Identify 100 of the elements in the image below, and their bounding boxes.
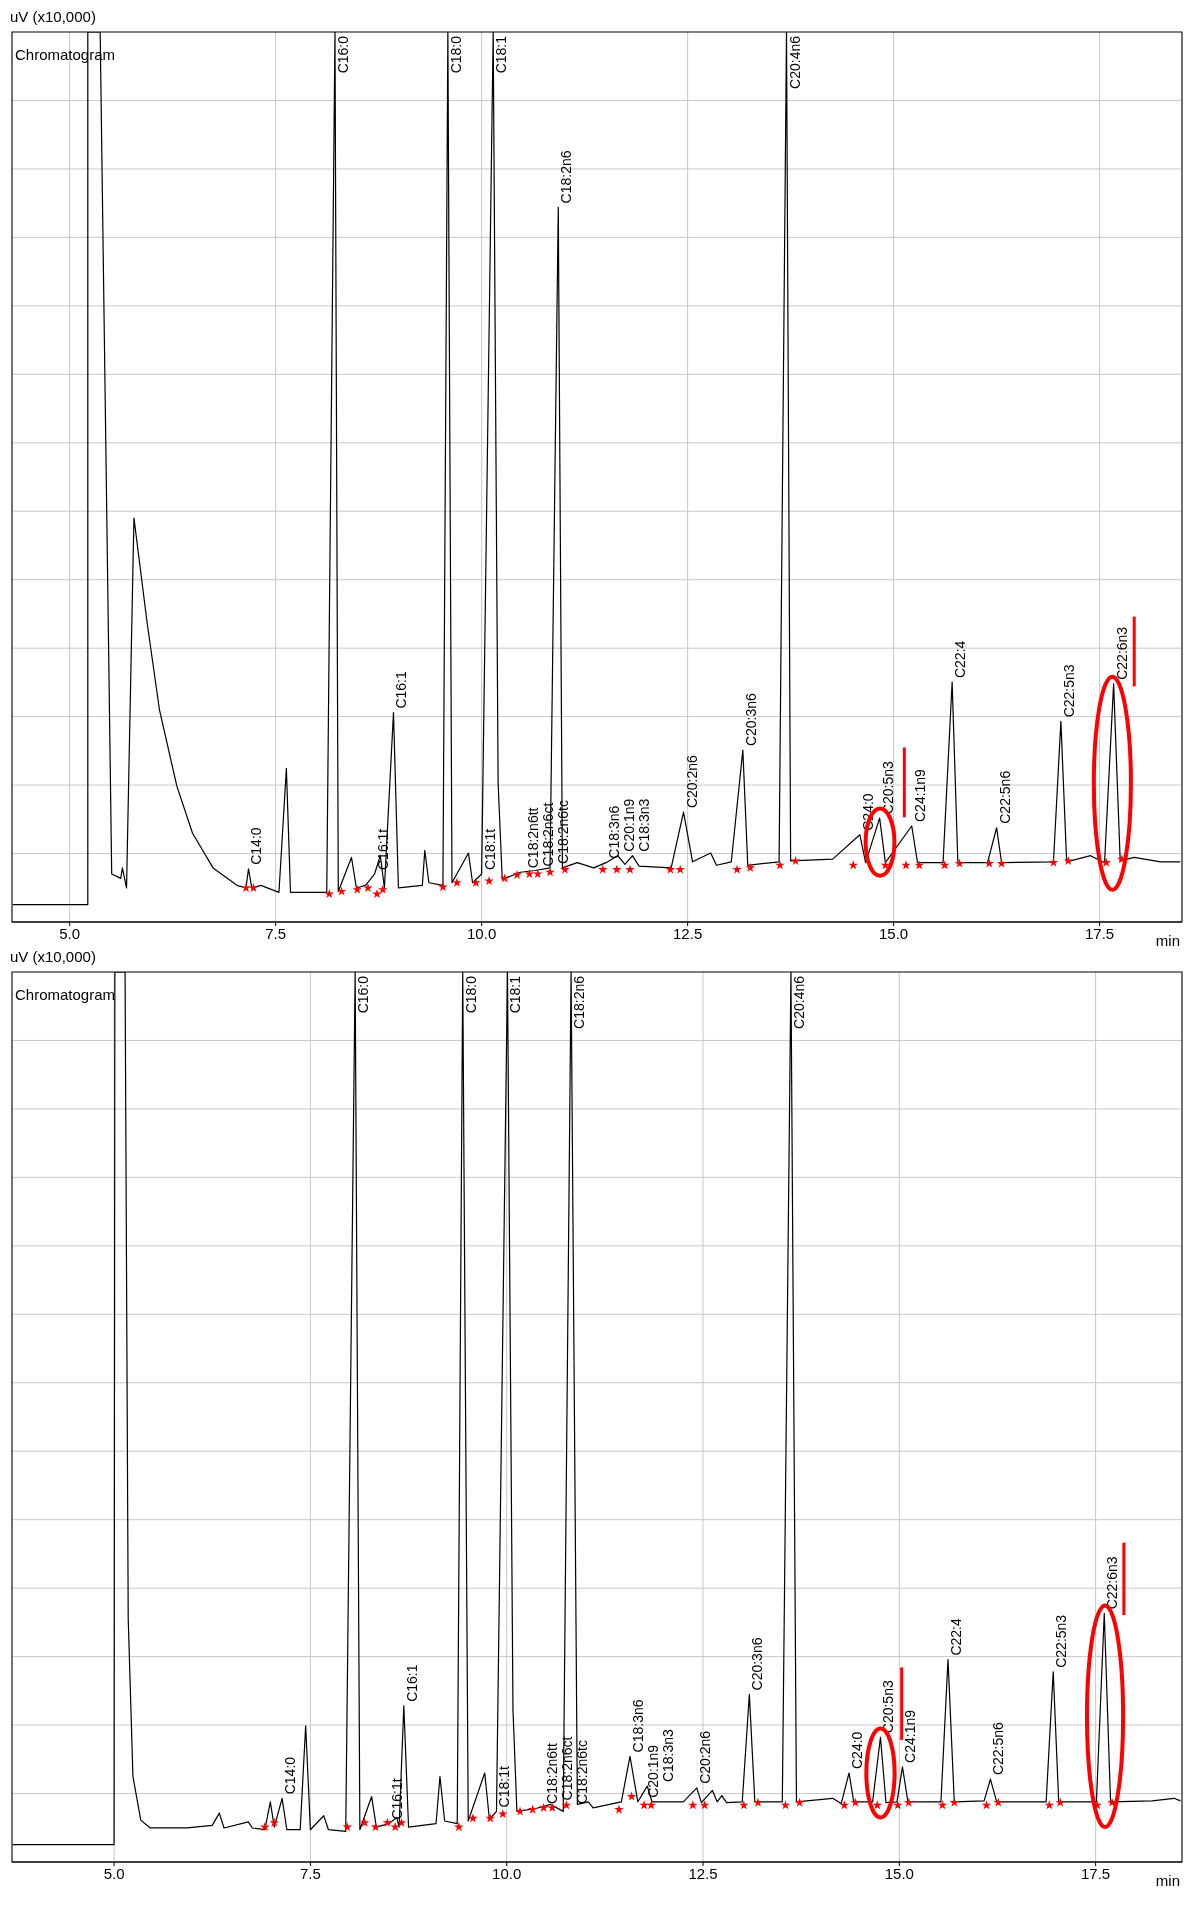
annotation: C18:2n6tc [573,1740,590,1804]
annotation: C20:2n6 [696,1730,713,1784]
annotation: C18:2n6ct [540,802,557,867]
point [336,886,347,896]
annotation: C22:4 [948,1618,964,1656]
annotation: C18:2n6tt [525,807,542,869]
point [984,858,994,868]
point [359,1817,370,1827]
annotation: C18:2n6tc [555,800,572,864]
x-tick-label: 10.0 [467,924,497,942]
point [993,1797,1004,1807]
point [949,1797,960,1807]
x-tick-label: 15.0 [879,924,909,942]
annotation: Chromatogram [15,986,116,1003]
point [981,1800,992,1810]
annotation: C16:1 [403,1664,420,1702]
annotation: C20:4n6 [786,35,803,89]
annotation: C18:2n6tt [543,1743,560,1804]
point [665,864,676,874]
annotation: C22:5n6 [990,1721,1007,1776]
x-axis-title: min [1155,932,1180,949]
x-tick-label: 12.5 [673,924,703,942]
point [739,1800,749,1810]
annotation: C20:3n6 [749,1637,766,1691]
x-tick-label: 5.0 [103,1864,125,1882]
annotation: C14:0 [248,827,265,865]
point [753,1797,763,1807]
annotation: C16:1 [393,671,410,709]
annotation: C20:2n6 [683,754,700,809]
annotation: C22:5n6 [996,770,1013,824]
annotation: C22:5n3 [1053,1614,1070,1668]
annotation: C18:2n6ct [558,1736,575,1801]
annotation: C18:2n6 [571,975,588,1029]
point [468,1813,478,1823]
point [1055,1797,1066,1807]
x-tick-label: 7.5 [265,924,287,942]
annotation: C18:2n6 [558,150,575,204]
annotation: C16:1t [388,1778,405,1820]
x-tick-label: 15.0 [884,1864,914,1882]
point [452,877,462,887]
point [625,864,635,874]
annotation: C16:0 [334,35,351,74]
point [363,882,373,893]
annotation: C18:3n6 [606,805,623,859]
annotation: C20:4n6 [790,975,807,1029]
point [794,1797,805,1807]
annotation: C24:0 [849,1731,866,1769]
y-axis-title: uV (x10,000) [9,948,97,966]
point [485,1813,495,1823]
x-tick-label: 7.5 [299,1864,321,1882]
annotation: C22:6n3 [1104,1556,1121,1610]
point [1063,855,1074,865]
point [614,1804,624,1814]
point [382,1817,393,1827]
point [515,1806,525,1816]
point [484,876,494,886]
point [248,882,259,893]
point [745,862,755,872]
annotation: C16:0 [355,975,372,1014]
point [538,1802,549,1812]
x-axis-title: min [1155,1872,1180,1889]
annotation: C18:3n3 [659,1728,676,1783]
annotation: C24:1n9 [902,1709,919,1763]
annotation: C20:5n3 [880,1680,897,1734]
point [498,1809,508,1819]
annotation: C18:0 [447,35,464,74]
point [790,855,801,865]
point [561,1800,572,1810]
point [454,1822,464,1832]
point [732,864,742,874]
x-tick-label: 10.0 [492,1864,522,1882]
point [872,1800,883,1810]
point [688,1800,698,1810]
point [626,1791,637,1801]
x-tick-label: 12.5 [688,1864,718,1882]
point [699,1800,710,1810]
point [954,858,965,868]
x-tick-label: 17.5 [1085,924,1115,942]
point [527,1804,538,1814]
annotation: C18:3n3 [636,798,653,852]
point [903,1797,914,1807]
annotation: C22:6n3 [1113,626,1130,680]
point [269,1817,280,1827]
annotation: C18:0 [462,975,479,1014]
annotation: C20:1n9 [621,798,638,852]
point [780,1800,791,1810]
point [471,877,481,887]
point [545,867,555,877]
x-tick-label: 17.5 [1081,1864,1111,1882]
annotation: C18:1t [496,1766,513,1808]
point [1048,857,1059,867]
point [352,884,362,894]
annotation: C20:1n9 [644,1744,661,1798]
point [532,869,543,879]
point [499,873,510,883]
point [914,860,924,870]
point [378,884,388,894]
point [241,882,251,893]
point [646,1800,656,1810]
point [996,858,1007,868]
